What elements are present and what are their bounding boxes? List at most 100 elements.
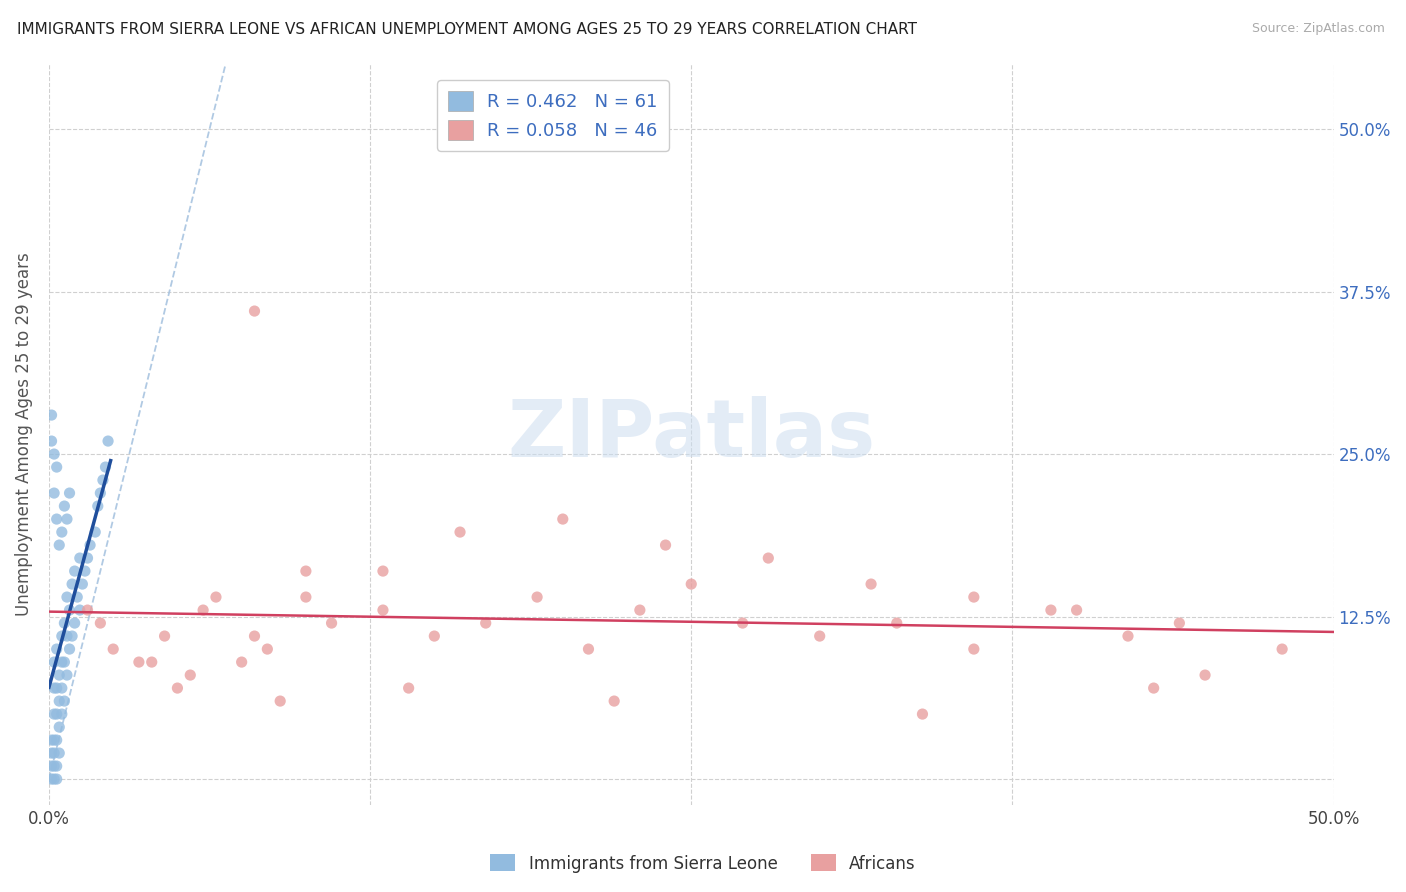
Point [1066,603,1088,617]
Point [48,538,70,552]
Point [87,499,110,513]
Legend: R = 0.462   N = 61, R = 0.058   N = 46: R = 0.462 N = 61, R = 0.058 N = 46 [437,80,669,151]
Point [295,564,318,578]
Point [551,512,574,526]
Text: IMMIGRANTS FROM SIERRA LEONE VS AFRICAN UNEMPLOYMENT AMONG AGES 25 TO 29 YEARS C: IMMIGRANTS FROM SIERRA LEONE VS AFRICAN … [17,22,917,37]
Point [42,772,65,786]
Point [269,694,291,708]
Point [56,512,79,526]
Point [53,655,76,669]
Y-axis label: Unemployment Among Ages 25 to 29 years: Unemployment Among Ages 25 to 29 years [15,252,32,616]
Point [45,512,67,526]
Point [295,590,318,604]
Point [84,524,107,539]
Point [42,681,65,695]
Point [79,538,101,552]
Point [179,668,201,682]
Point [66,590,89,604]
Point [56,629,79,643]
Point [963,590,986,604]
Point [48,746,70,760]
Text: Source: ZipAtlas.com: Source: ZipAtlas.com [1251,22,1385,36]
Point [654,538,676,552]
Point [1116,629,1139,643]
Point [205,590,228,604]
Point [60,577,83,591]
Point [89,616,111,631]
Point [423,629,446,643]
Point [97,434,120,448]
Point [731,616,754,631]
Point [603,694,626,708]
Point [371,603,394,617]
Point [63,616,86,631]
Point [41,733,63,747]
Point [808,629,831,643]
Point [41,408,63,422]
Point [48,720,70,734]
Point [628,603,651,617]
Point [53,694,76,708]
Point [243,304,266,318]
Point [886,616,908,631]
Point [48,668,70,682]
Point [56,590,79,604]
Point [42,707,65,722]
Point [41,434,63,448]
Point [58,603,80,617]
Point [474,616,496,631]
Point [51,707,73,722]
Point [63,564,86,578]
Point [449,524,471,539]
Point [45,642,67,657]
Point [51,629,73,643]
Point [128,655,150,669]
Point [243,629,266,643]
Point [41,746,63,760]
Point [256,642,278,657]
Point [103,642,125,657]
Point [42,486,65,500]
Point [42,733,65,747]
Point [578,642,600,657]
Point [911,707,934,722]
Point [41,759,63,773]
Point [1039,603,1062,617]
Point [56,668,79,682]
Point [1271,642,1294,657]
Point [321,616,343,631]
Point [51,524,73,539]
Point [371,564,394,578]
Point [45,733,67,747]
Point [60,629,83,643]
Point [756,551,779,566]
Point [1168,616,1191,631]
Point [153,629,176,643]
Point [91,473,114,487]
Point [45,460,67,475]
Point [141,655,163,669]
Point [166,681,188,695]
Point [45,772,67,786]
Point [42,746,65,760]
Point [89,486,111,500]
Point [1143,681,1166,695]
Point [1194,668,1216,682]
Point [191,603,214,617]
Point [42,655,65,669]
Point [58,486,80,500]
Point [41,772,63,786]
Point [72,577,94,591]
Point [860,577,883,591]
Point [53,616,76,631]
Point [42,759,65,773]
Text: ZIPatlas: ZIPatlas [508,395,876,474]
Point [231,655,253,669]
Point [398,681,420,695]
Point [58,642,80,657]
Point [45,759,67,773]
Point [76,603,98,617]
Point [51,655,73,669]
Point [45,681,67,695]
Legend: Immigrants from Sierra Leone, Africans: Immigrants from Sierra Leone, Africans [484,847,922,880]
